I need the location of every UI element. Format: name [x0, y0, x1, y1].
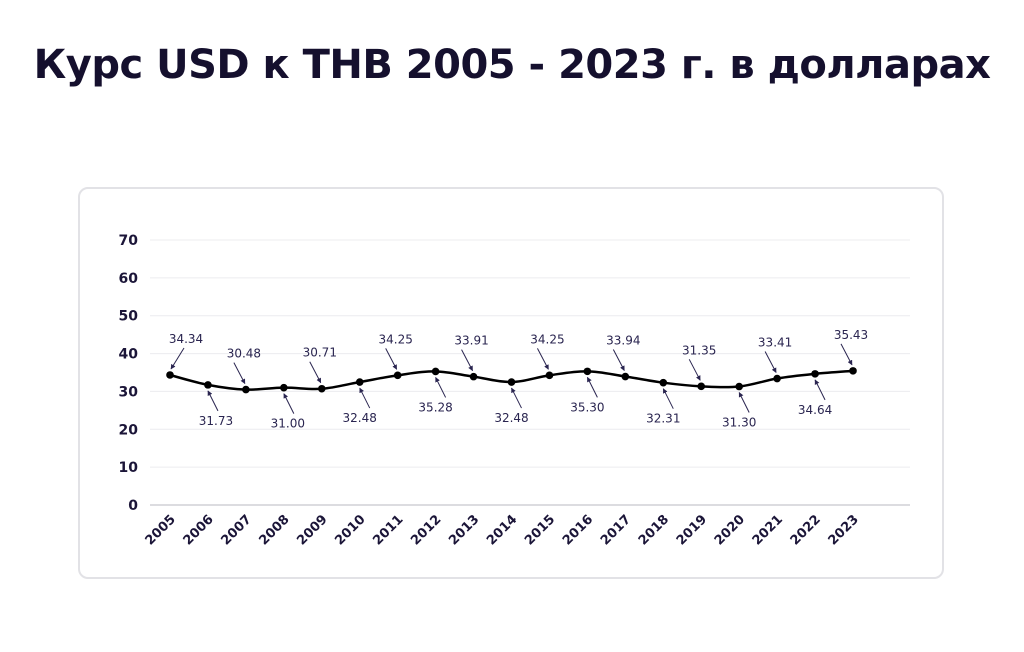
x-tick-label: 2017: [598, 512, 634, 548]
label-arrow: [511, 387, 522, 409]
data-label: 33.91: [454, 334, 488, 348]
data-point: [621, 372, 630, 381]
data-label: 34.34: [169, 332, 203, 346]
label-arrow: [207, 390, 219, 412]
y-tick-label: 0: [128, 498, 138, 514]
data-label: 35.30: [570, 400, 604, 414]
data-label: 31.00: [271, 417, 305, 431]
label-arrow: [233, 362, 246, 385]
data-label: 31.30: [722, 416, 756, 430]
data-point: [659, 378, 668, 387]
data-point: [393, 371, 402, 380]
data-point: [204, 381, 212, 389]
label-arrow: [840, 343, 853, 366]
x-tick-label: 2021: [750, 512, 786, 548]
data-label: 30.48: [227, 347, 261, 361]
label-arrow: [662, 388, 674, 409]
data-labels: 34.34 31.73 30.48 31.00 30.71 32.48 34.25 35.28…: [169, 328, 868, 431]
data-label: 34.25: [530, 332, 564, 346]
chart-title: Курс USD к THB 2005 - 2023 г. в долларах: [33, 42, 991, 88]
data-point: [583, 367, 592, 376]
x-tick-label: 2014: [484, 512, 520, 548]
x-tick-label: 2018: [636, 512, 672, 548]
x-tick-label: 2016: [560, 512, 596, 548]
x-tick-label: 2022: [788, 512, 824, 548]
x-tick-label: 2020: [712, 512, 748, 548]
data-point: [849, 367, 857, 375]
y-tick-label: 30: [119, 384, 139, 400]
data-label: 30.71: [303, 346, 337, 360]
x-tick-label: 2013: [446, 512, 482, 548]
label-arrow: [461, 349, 473, 372]
label-arrow: [764, 351, 777, 373]
data-point: [431, 367, 440, 376]
x-axis-ticks: 2005 2006 2007 2008 2009 2010 2011 2012 2013 2014…: [143, 512, 862, 548]
y-axis-ticks: 0 10 20 30 40 50 60 70: [119, 233, 139, 514]
x-tick-label: 2005: [143, 512, 179, 548]
label-arrow: [537, 348, 549, 370]
data-label: 32.48: [343, 411, 377, 425]
data-point: [355, 378, 364, 386]
label-arrow: [435, 376, 447, 398]
data-point: [545, 371, 554, 380]
data-label: 32.31: [646, 412, 680, 426]
data-label: 31.73: [199, 414, 233, 428]
x-tick-label: 2015: [522, 512, 558, 548]
data-point: [811, 370, 819, 378]
x-tick-label: 2006: [181, 512, 217, 548]
y-tick-label: 40: [119, 347, 139, 363]
x-tick-label: 2008: [256, 512, 292, 548]
y-tick-label: 10: [119, 460, 139, 476]
x-tick-label: 2009: [294, 512, 330, 548]
data-point: [317, 384, 326, 393]
data-point: [242, 385, 250, 394]
label-arrow: [359, 387, 371, 409]
label-arrow: [612, 349, 625, 371]
x-tick-label: 2019: [674, 512, 710, 548]
y-tick-label: 70: [119, 233, 139, 249]
data-point: [469, 372, 478, 381]
y-tick-label: 50: [119, 309, 139, 325]
data-point: [280, 383, 288, 392]
data-label: 35.43: [834, 328, 868, 342]
data-label: 34.25: [378, 332, 412, 346]
gridlines: [150, 239, 910, 506]
label-arrow: [283, 393, 295, 414]
data-point: [735, 382, 743, 391]
data-point: [507, 378, 516, 386]
data-label: 32.48: [494, 411, 528, 425]
x-tick-label: 2007: [219, 512, 255, 548]
y-tick-label: 20: [119, 422, 139, 438]
label-arrow: [738, 392, 750, 413]
data-point: [697, 382, 706, 391]
data-label: 35.28: [418, 400, 452, 414]
data-point: [773, 374, 781, 383]
label-arrow: [586, 376, 598, 398]
label-arrow: [814, 379, 826, 401]
x-tick-label: 2011: [370, 512, 406, 548]
data-label: 33.94: [606, 334, 640, 348]
label-arrow: [309, 361, 322, 384]
x-tick-label: 2012: [408, 512, 444, 548]
data-label: 31.35: [682, 343, 716, 357]
data-label: 34.64: [798, 403, 832, 417]
label-arrow: [688, 359, 701, 381]
label-arrow: [170, 347, 185, 370]
data-label: 33.41: [758, 336, 792, 350]
y-tick-label: 60: [119, 271, 139, 287]
data-point: [166, 371, 174, 379]
x-tick-label: 2010: [332, 512, 368, 548]
label-arrow: [385, 348, 398, 370]
x-tick-label: 2023: [826, 512, 862, 548]
data-points: [166, 367, 857, 394]
